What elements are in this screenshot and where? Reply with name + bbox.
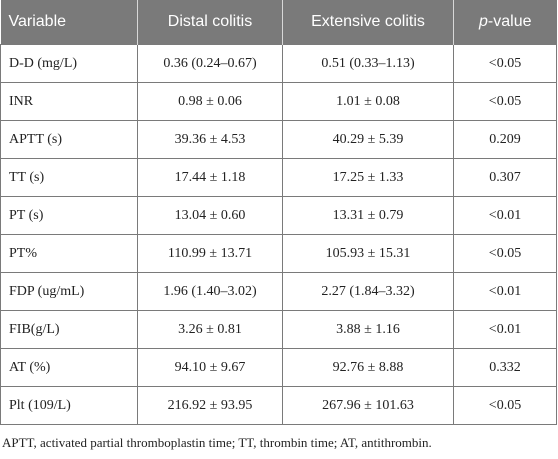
cell-p-value: <0.01	[453, 196, 557, 235]
table-row: Plt (109/L) 216.92 ± 93.95 267.96 ± 101.…	[0, 386, 557, 425]
cell-variable: AT (%)	[0, 348, 138, 387]
table-row: FIB(g/L) 3.26 ± 0.81 3.88 ± 1.16 <0.01	[0, 310, 557, 349]
table-footnote: APTT, activated partial thromboplastin t…	[2, 435, 432, 450]
header-p-suffix: -value	[487, 13, 532, 30]
cell-p-value: <0.01	[453, 310, 557, 349]
table-row: APTT (s) 39.36 ± 4.53 40.29 ± 5.39 0.209	[0, 120, 557, 159]
header-row: Variable Distal colitis Extensive coliti…	[0, 0, 557, 45]
cell-extensive: 105.93 ± 15.31	[282, 234, 454, 273]
cell-distal: 0.98 ± 0.06	[137, 82, 283, 121]
header-extensive-colitis: Extensive colitis	[282, 0, 454, 45]
cell-distal: 216.92 ± 93.95	[137, 386, 283, 425]
cell-variable: Plt (109/L)	[0, 386, 138, 425]
cell-p-value: <0.01	[453, 272, 557, 311]
cell-distal: 13.04 ± 0.60	[137, 196, 283, 235]
cell-p-value: 0.332	[453, 348, 557, 387]
cell-extensive: 1.01 ± 0.08	[282, 82, 454, 121]
table-row: PT% 110.99 ± 13.71 105.93 ± 15.31 <0.05	[0, 234, 557, 273]
cell-distal: 110.99 ± 13.71	[137, 234, 283, 273]
cell-distal: 17.44 ± 1.18	[137, 158, 283, 197]
cell-distal: 3.26 ± 0.81	[137, 310, 283, 349]
table-row: D-D (mg/L) 0.36 (0.24–0.67) 0.51 (0.33–1…	[0, 44, 557, 83]
cell-distal: 94.10 ± 9.67	[137, 348, 283, 387]
cell-distal: 0.36 (0.24–0.67)	[137, 44, 283, 83]
cell-p-value: <0.05	[453, 82, 557, 121]
cell-extensive: 92.76 ± 8.88	[282, 348, 454, 387]
cell-extensive: 2.27 (1.84–3.32)	[282, 272, 454, 311]
header-distal-colitis: Distal colitis	[137, 0, 283, 45]
cell-distal: 1.96 (1.40–3.02)	[137, 272, 283, 311]
header-p-italic: p	[479, 13, 488, 30]
cell-variable: TT (s)	[0, 158, 138, 197]
cell-extensive: 3.88 ± 1.16	[282, 310, 454, 349]
table-row: TT (s) 17.44 ± 1.18 17.25 ± 1.33 0.307	[0, 158, 557, 197]
cell-variable: INR	[0, 82, 138, 121]
header-variable: Variable	[0, 0, 138, 45]
cell-extensive: 13.31 ± 0.79	[282, 196, 454, 235]
cell-extensive: 0.51 (0.33–1.13)	[282, 44, 454, 83]
cell-p-value: <0.05	[453, 386, 557, 425]
cell-extensive: 40.29 ± 5.39	[282, 120, 454, 159]
table-row: PT (s) 13.04 ± 0.60 13.31 ± 0.79 <0.01	[0, 196, 557, 235]
table-body: D-D (mg/L) 0.36 (0.24–0.67) 0.51 (0.33–1…	[0, 44, 557, 425]
coagulation-results-table: Variable Distal colitis Extensive coliti…	[0, 0, 557, 425]
cell-variable: FIB(g/L)	[0, 310, 138, 349]
table-row: INR 0.98 ± 0.06 1.01 ± 0.08 <0.05	[0, 82, 557, 121]
table-row: AT (%) 94.10 ± 9.67 92.76 ± 8.88 0.332	[0, 348, 557, 387]
cell-variable: PT (s)	[0, 196, 138, 235]
cell-p-value: <0.05	[453, 234, 557, 273]
cell-extensive: 17.25 ± 1.33	[282, 158, 454, 197]
cell-p-value: 0.307	[453, 158, 557, 197]
cell-p-value: 0.209	[453, 120, 557, 159]
cell-distal: 39.36 ± 4.53	[137, 120, 283, 159]
cell-variable: APTT (s)	[0, 120, 138, 159]
cell-variable: D-D (mg/L)	[0, 44, 138, 83]
cell-variable: FDP (ug/mL)	[0, 272, 138, 311]
cell-variable: PT%	[0, 234, 138, 273]
cell-extensive: 267.96 ± 101.63	[282, 386, 454, 425]
header-p-value: p-value	[453, 0, 557, 45]
table-header: Variable Distal colitis Extensive coliti…	[0, 0, 557, 45]
cell-p-value: <0.05	[453, 44, 557, 83]
table-row: FDP (ug/mL) 1.96 (1.40–3.02) 2.27 (1.84–…	[0, 272, 557, 311]
results-table-container: Variable Distal colitis Extensive coliti…	[0, 0, 557, 425]
